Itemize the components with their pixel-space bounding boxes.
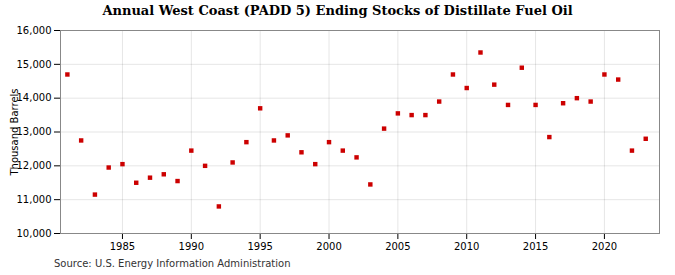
svg-text:2005: 2005 [385,241,410,252]
svg-text:2010: 2010 [454,241,479,252]
svg-text:14,000: 14,000 [17,92,52,103]
svg-text:Thousand Barrels: Thousand Barrels [9,88,20,176]
svg-text:12,000: 12,000 [17,160,52,171]
svg-text:16,000: 16,000 [17,25,52,36]
svg-text:1995: 1995 [247,241,272,252]
svg-text:2020: 2020 [592,241,617,252]
svg-text:15,000: 15,000 [17,59,52,70]
svg-text:1990: 1990 [179,241,204,252]
svg-text:10,000: 10,000 [17,228,52,239]
svg-text:1985: 1985 [110,241,135,252]
svg-text:2000: 2000 [316,241,341,252]
html-text:Annual West Coast (PADD 5) End: Annual West Coast (PADD 5) Ending Stocks… [102,3,573,18]
svg-text:11,000: 11,000 [17,194,52,205]
svg-text:13,000: 13,000 [17,126,52,137]
svg-text:2015: 2015 [523,241,548,252]
html-text:Source: U.S. Energy Informatio: Source: U.S. Energy Information Administ… [54,258,291,269]
